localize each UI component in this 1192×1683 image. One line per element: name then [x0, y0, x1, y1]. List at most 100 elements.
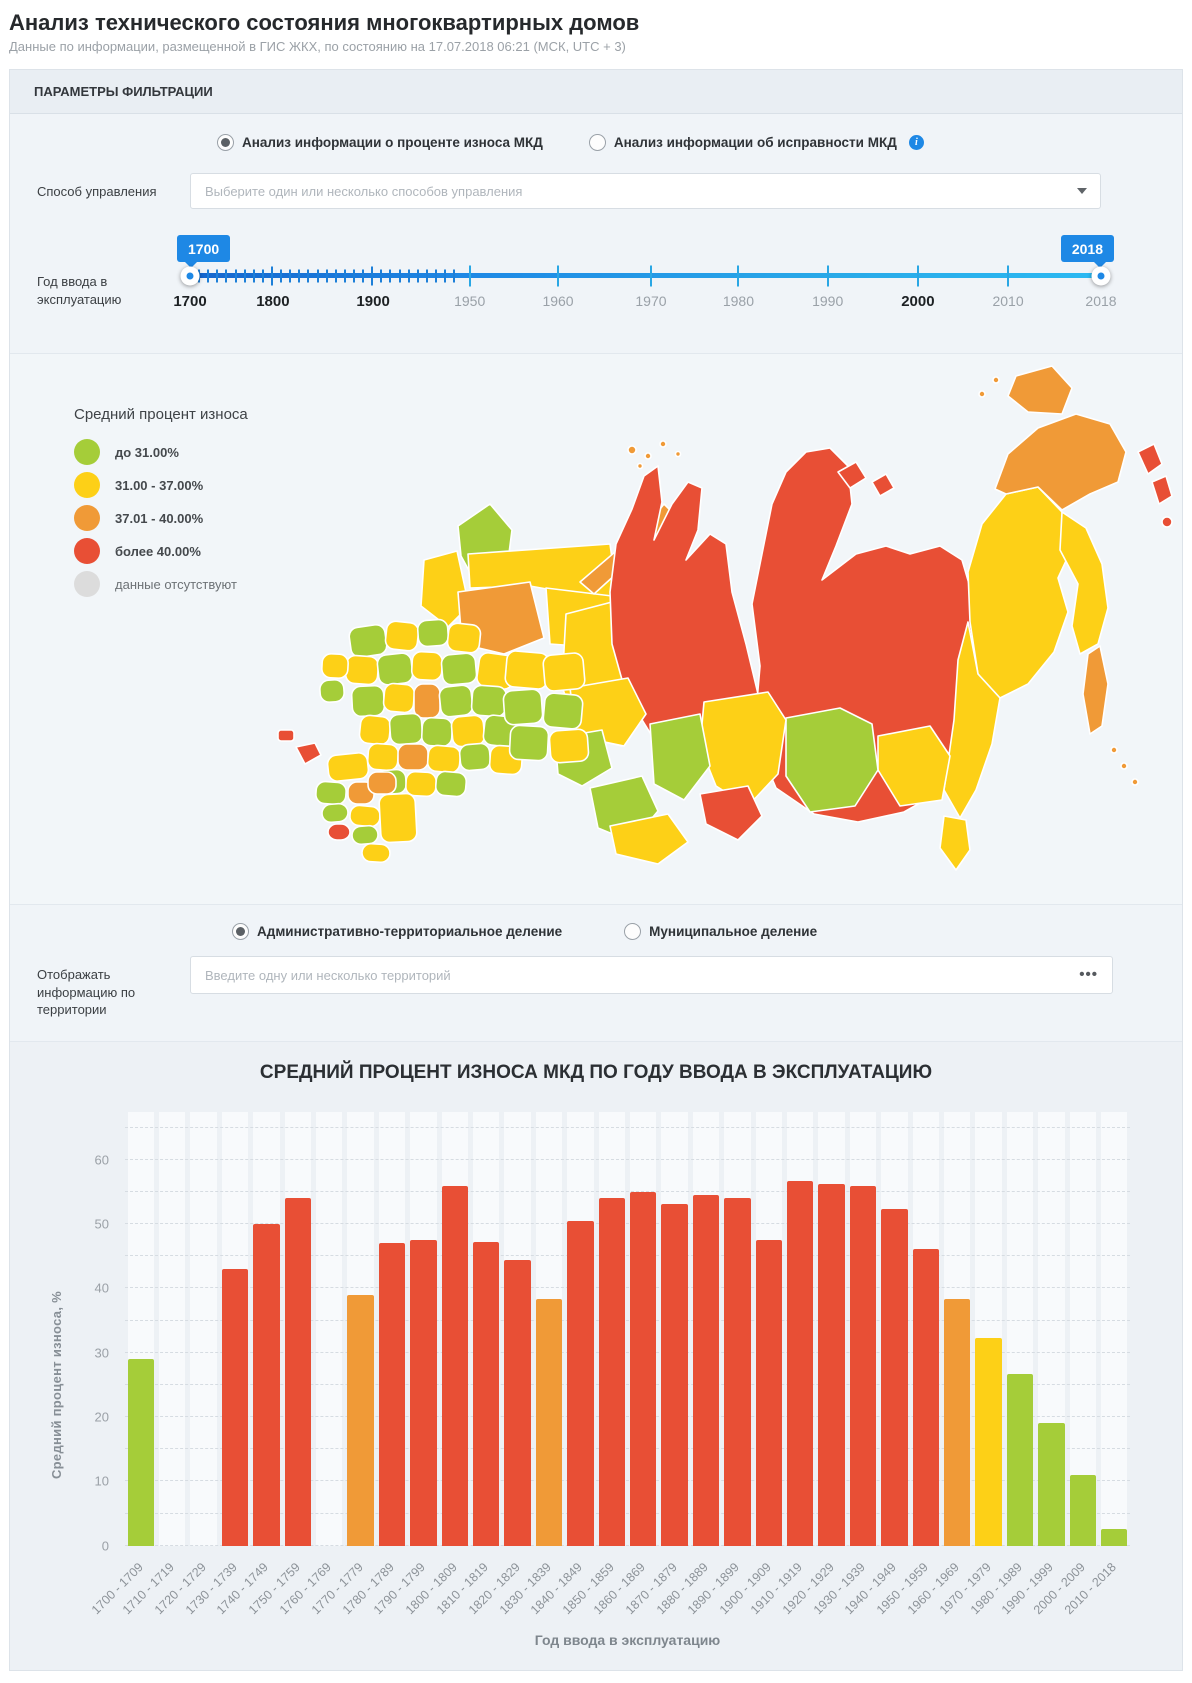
slider-handle-min[interactable] — [180, 266, 200, 285]
map-region[interactable] — [1007, 365, 1073, 415]
map-region[interactable] — [458, 742, 492, 772]
map-region[interactable] — [649, 713, 711, 801]
map-region[interactable] — [420, 550, 470, 628]
map-region[interactable] — [785, 707, 879, 813]
map-region[interactable] — [609, 813, 689, 865]
territory-radio-option-1[interactable]: Муниципальное деление — [624, 923, 817, 940]
map-region[interactable] — [1082, 645, 1109, 735]
map-region[interactable] — [992, 376, 1000, 384]
info-icon[interactable]: i — [908, 135, 924, 150]
map-region[interactable] — [405, 770, 437, 798]
map-region[interactable] — [1161, 516, 1173, 528]
chart-bar-1970-1979[interactable] — [975, 1337, 1002, 1546]
map-region[interactable] — [978, 390, 986, 398]
map-region[interactable] — [548, 728, 590, 764]
chart-bar-2010-2018[interactable] — [1101, 1528, 1128, 1546]
chart-bar-1750-1759[interactable] — [284, 1198, 311, 1546]
chart-bar-1980-1989[interactable] — [1006, 1373, 1034, 1546]
chart-bar-1940-1949[interactable] — [881, 1208, 908, 1546]
map-region[interactable] — [349, 804, 381, 828]
map-region[interactable] — [416, 618, 450, 648]
chart-bar-1870-1879[interactable] — [661, 1203, 688, 1546]
map-region[interactable] — [450, 714, 486, 748]
map-region[interactable] — [348, 624, 388, 659]
chart-bar-1890-1899[interactable] — [724, 1198, 751, 1546]
map-region[interactable] — [384, 620, 420, 652]
map-region[interactable] — [1131, 778, 1139, 786]
map-region[interactable] — [1059, 511, 1109, 655]
chart-bar-1830-1839[interactable] — [535, 1299, 563, 1546]
map-region[interactable] — [321, 652, 349, 680]
russia-choropleth-map[interactable] — [10, 354, 1182, 904]
territory-radio-option-0[interactable]: Административно-территориальное деление — [232, 923, 562, 940]
map-region[interactable] — [967, 486, 1073, 699]
map-region[interactable] — [1151, 475, 1173, 505]
chart-bar-1790-1799[interactable] — [410, 1240, 437, 1546]
slider-handle-max[interactable] — [1091, 266, 1111, 285]
map-region[interactable] — [388, 712, 424, 746]
chart-bar-1920-1929[interactable] — [818, 1183, 845, 1546]
map-region[interactable] — [413, 683, 441, 719]
map-region[interactable] — [382, 682, 416, 714]
chart-bar-1930-1939[interactable] — [849, 1185, 877, 1546]
map-region[interactable] — [446, 622, 482, 654]
map-region[interactable] — [943, 621, 1001, 819]
map-region[interactable] — [994, 413, 1127, 511]
map-region[interactable] — [426, 744, 462, 774]
chart-bar-1730-1739[interactable] — [221, 1269, 249, 1546]
chevron-down-icon[interactable] — [1077, 188, 1087, 194]
map-region[interactable] — [358, 714, 392, 746]
analysis-radio-option-0[interactable]: Анализ информации о проценте износа МКД — [217, 134, 543, 151]
map-region[interactable] — [344, 654, 380, 686]
map-region[interactable] — [410, 650, 444, 682]
map-region[interactable] — [327, 823, 351, 841]
map-region[interactable] — [627, 445, 637, 455]
map-region[interactable] — [326, 752, 370, 782]
map-region[interactable] — [1137, 443, 1163, 475]
map-region[interactable] — [659, 440, 667, 448]
chart-bar-1960-1969[interactable] — [944, 1299, 971, 1546]
map-region[interactable] — [319, 678, 345, 704]
map-region[interactable] — [542, 652, 586, 692]
map-region[interactable] — [351, 824, 379, 846]
map-region[interactable] — [361, 842, 391, 864]
map-region[interactable] — [1110, 746, 1118, 754]
map-region[interactable] — [420, 716, 454, 748]
map-region[interactable] — [315, 780, 347, 806]
map-region[interactable] — [1120, 762, 1128, 770]
chart-bar-1900-1909[interactable] — [755, 1239, 782, 1546]
radio-circle-icon[interactable] — [232, 923, 249, 940]
map-region[interactable] — [295, 742, 322, 765]
chart-bar-1880-1889[interactable] — [692, 1195, 720, 1546]
map-region[interactable] — [502, 688, 544, 726]
map-region[interactable] — [674, 450, 682, 458]
year-range-slider[interactable]: 1700 2018 1700 1800 1900 1950 1960 1970 1980 19… — [173, 233, 1117, 329]
map-region[interactable] — [397, 743, 429, 771]
radio-circle-icon[interactable] — [217, 134, 234, 151]
slider-track[interactable] — [190, 273, 1101, 278]
chart-bar-2000-2009[interactable] — [1069, 1474, 1097, 1546]
map-region[interactable] — [277, 729, 295, 742]
map-region[interactable] — [470, 684, 508, 718]
chart-bar-1840-1849[interactable] — [567, 1220, 594, 1546]
map-region[interactable] — [644, 452, 652, 460]
chart-bar-1800-1809[interactable] — [441, 1185, 468, 1546]
map-region[interactable] — [837, 461, 867, 489]
map-region[interactable] — [542, 692, 584, 730]
map-region[interactable] — [366, 742, 400, 772]
map-region[interactable] — [871, 473, 895, 497]
chart-bar-1810-1819[interactable] — [472, 1241, 500, 1546]
chart-bar-1740-1749[interactable] — [253, 1224, 280, 1546]
map-region[interactable] — [504, 650, 550, 690]
map-region[interactable] — [378, 792, 418, 844]
map-region[interactable] — [939, 815, 971, 871]
chart-bar-1910-1919[interactable] — [787, 1181, 814, 1546]
map-region[interactable] — [699, 785, 763, 841]
map-region[interactable] — [434, 770, 468, 798]
chart-bar-1700-1709[interactable] — [127, 1359, 154, 1546]
map-region[interactable] — [636, 462, 644, 470]
chart-bar-1850-1859[interactable] — [598, 1198, 625, 1546]
radio-circle-icon[interactable] — [588, 134, 606, 151]
chart-bar-1990-1999[interactable] — [1038, 1423, 1065, 1546]
analysis-radio-option-1[interactable]: Анализ информации об исправности МКД i — [588, 134, 924, 151]
